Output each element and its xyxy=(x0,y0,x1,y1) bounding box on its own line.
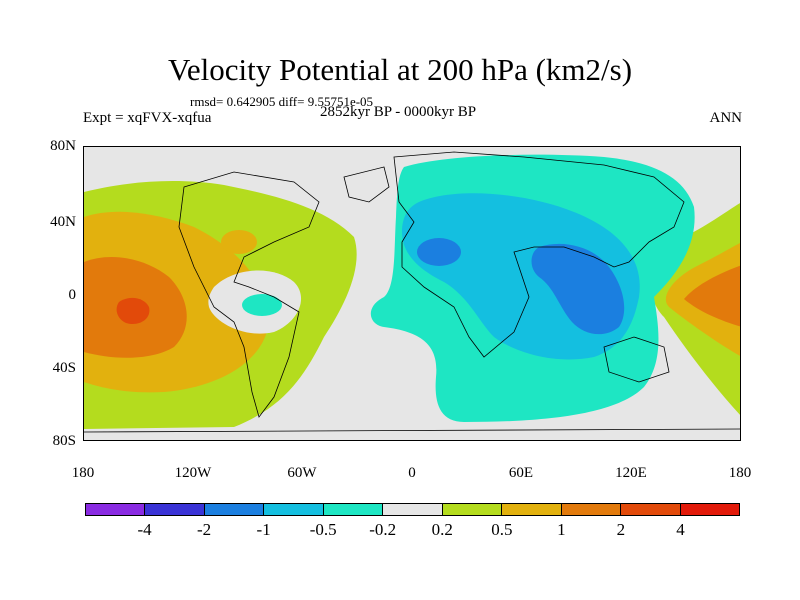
contour-2-pacific xyxy=(116,297,150,325)
colorbar xyxy=(85,503,740,516)
experiment-label: Expt = xqFVX-xqfua xyxy=(83,110,212,126)
x-tick-180w: 180 xyxy=(71,465,95,481)
y-tick-80s: 80S xyxy=(52,433,76,449)
colorbar-swatch xyxy=(621,504,681,515)
period-label: 2852kyr BP - 0000kyr BP xyxy=(320,104,477,120)
colorbar-swatch xyxy=(86,504,146,515)
y-tick-40n: 40N xyxy=(50,214,76,230)
y-tick-80n: 80N xyxy=(50,138,76,154)
gulf-positive-spot xyxy=(221,230,257,254)
colorbar-label: -0.5 xyxy=(309,520,337,539)
negative-spot-amazon xyxy=(242,294,282,316)
coastlines xyxy=(84,151,740,433)
y-tick-0: 0 xyxy=(68,287,77,303)
colorbar-label: -1 xyxy=(256,520,271,539)
colorbar-swatch xyxy=(383,504,443,515)
colorbar-swatch xyxy=(323,504,384,515)
colorbar-label: -4 xyxy=(137,520,152,539)
x-tick-60w: 60W xyxy=(287,465,317,481)
colorbar-swatch xyxy=(442,504,503,515)
colorbar-label: 4 xyxy=(676,520,685,539)
x-tick-60e: 60E xyxy=(508,465,534,481)
negative-region-contour-1 xyxy=(531,243,625,335)
contour-1-east xyxy=(684,265,740,327)
x-tick-0: 0 xyxy=(408,465,416,481)
colorbar-swatch xyxy=(680,504,739,515)
colorbar-label: -2 xyxy=(196,520,212,539)
colorbar-label: 0.5 xyxy=(491,520,513,539)
colorbar-swatch xyxy=(264,504,324,515)
colorbar-label: 0.2 xyxy=(431,520,453,539)
map-panel xyxy=(83,146,741,441)
x-tick-120e: 120E xyxy=(615,465,647,481)
colorbar-swatch xyxy=(145,504,205,515)
y-tick-40s: 40S xyxy=(52,360,76,376)
x-tick-120w: 120W xyxy=(174,465,212,481)
velocity-potential-field xyxy=(84,151,740,433)
stats-text: rmsd= 0.642905 diff= 9.55751e-05 xyxy=(190,94,374,109)
x-tick-180e: 180 xyxy=(728,465,752,481)
map-title: Velocity Potential at 200 hPa (km2/s) xyxy=(167,52,633,87)
season-label: ANN xyxy=(709,110,743,126)
colorbar-label: 2 xyxy=(616,520,626,539)
negative-spot-north-africa xyxy=(417,238,461,266)
colorbar-label: -0.2 xyxy=(369,520,397,539)
colorbar-swatch xyxy=(502,504,562,515)
colorbar-swatch xyxy=(561,504,622,515)
colorbar-swatch xyxy=(204,504,265,515)
colorbar-label: 1 xyxy=(557,520,566,539)
